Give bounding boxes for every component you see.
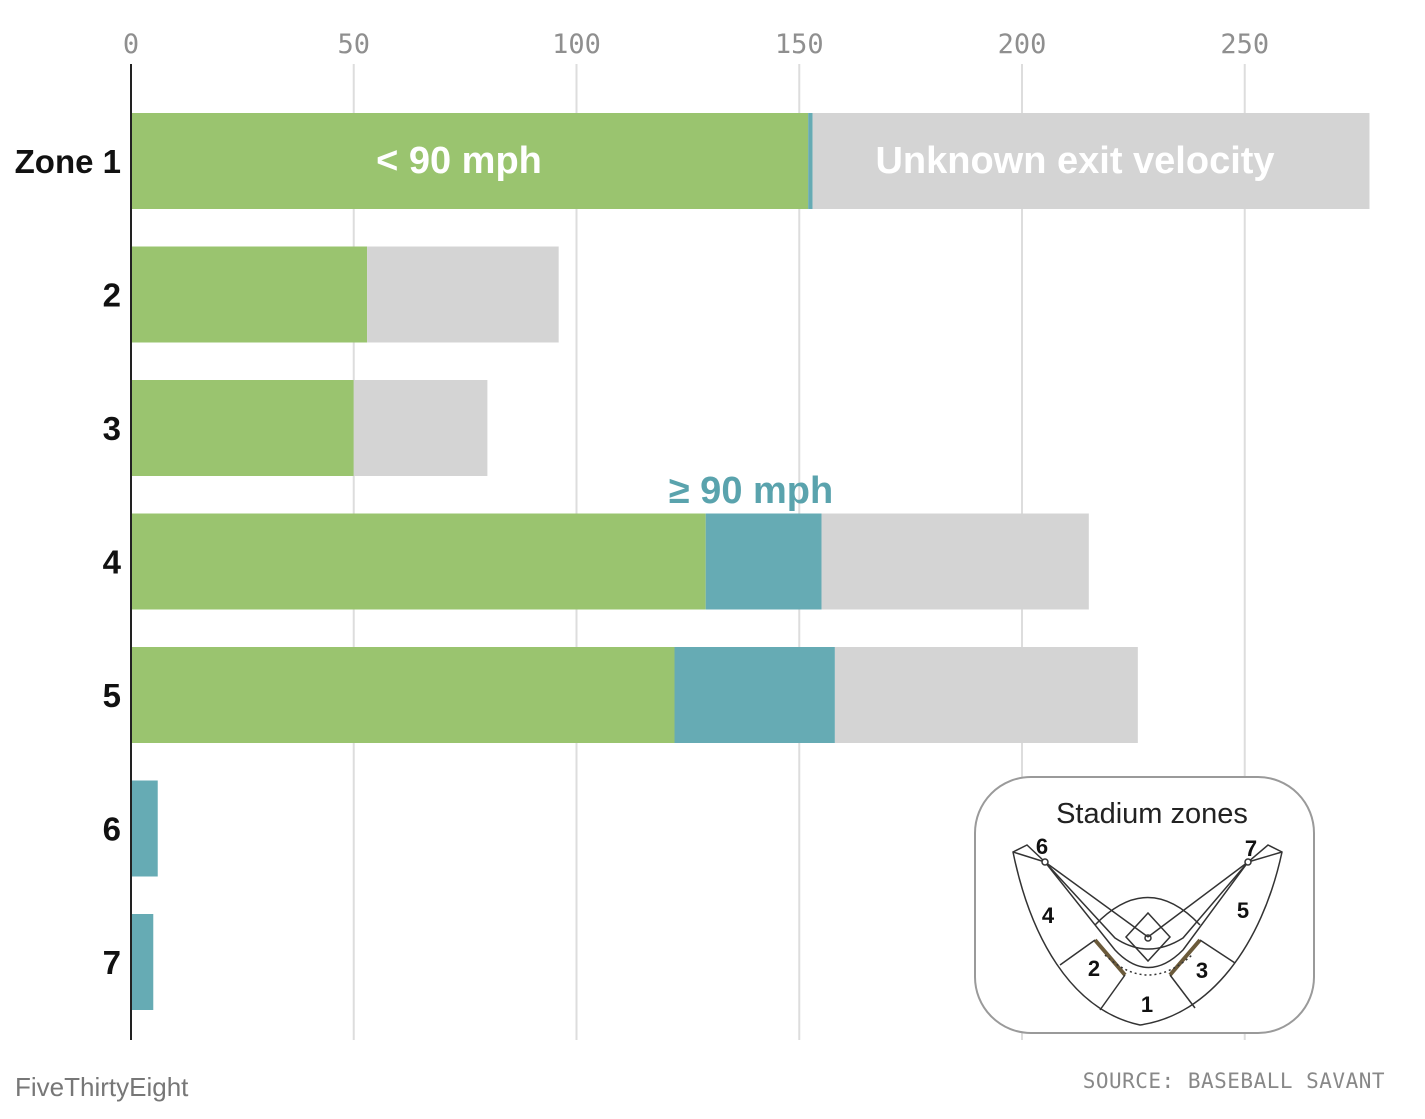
category-label: 5 <box>103 677 121 714</box>
bar-segment <box>367 246 559 343</box>
stadium-zones-inset: Stadium zones 6 7 4 5 2 3 1 <box>974 776 1315 1034</box>
inset-zone-6: 6 <box>1036 834 1048 859</box>
category-label: 4 <box>103 544 122 581</box>
bar-segment <box>131 246 368 343</box>
bar-segment <box>353 380 488 476</box>
x-tick-label: 150 <box>775 29 824 60</box>
stadium-diagram <box>1012 844 1283 1026</box>
x-tick-labels: 0 50 100 150 200 250 <box>123 29 1269 60</box>
foul-pole-left <box>1041 858 1049 866</box>
bar-segment <box>808 113 813 209</box>
foul-pole-right <box>1244 858 1252 866</box>
foul-line-left <box>1044 861 1149 938</box>
x-tick-label: 250 <box>1220 29 1269 60</box>
x-tick-label: 100 <box>552 29 601 60</box>
stands-inner-edge <box>1044 861 1249 969</box>
series-label-under-90: < 90 mph <box>376 140 542 182</box>
bar-segment <box>131 113 809 209</box>
brand-credit: FiveThirtyEight <box>15 1072 189 1102</box>
inset-zone-3: 3 <box>1196 958 1208 983</box>
series-label-unknown: Unknown exit velocity <box>875 140 1274 182</box>
category-label: 3 <box>103 410 121 447</box>
seating-dots <box>1104 954 1193 976</box>
inset-zone-5: 5 <box>1237 898 1249 923</box>
category-labels: Zone 1 2 3 4 5 6 7 <box>15 143 122 981</box>
stands-outer-outline <box>1012 844 1283 1026</box>
inset-zone-4: 4 <box>1042 903 1055 928</box>
category-label: 2 <box>103 277 121 314</box>
bar-segment <box>131 380 354 476</box>
bar-segment <box>834 647 1138 743</box>
bar-segment <box>131 780 158 877</box>
zone-divider-pole-right <box>1247 851 1283 863</box>
zone-divider-2 <box>1059 939 1096 966</box>
category-label: 7 <box>103 944 121 981</box>
x-tick-label: 50 <box>337 29 370 60</box>
x-tick-label: 0 <box>123 29 139 60</box>
x-tick-label: 200 <box>998 29 1047 60</box>
zone-divider-1b <box>1169 974 1196 1009</box>
inset-zone-2: 2 <box>1088 956 1100 981</box>
pitchers-mound <box>1144 934 1152 942</box>
dugout-left <box>1093 938 1127 977</box>
bar-segment <box>131 914 154 1010</box>
inset-zone-1: 1 <box>1141 992 1153 1017</box>
infield-diamond <box>1124 911 1172 963</box>
bar-segment <box>131 647 675 743</box>
bar-segment <box>131 513 706 610</box>
zone-divider-3 <box>1199 939 1236 964</box>
source-credit: SOURCE: BASEBALL SAVANT <box>1082 1069 1385 1093</box>
zone-divider-1a <box>1099 974 1126 1011</box>
foul-line-right <box>1147 861 1249 938</box>
inset-zone-7: 7 <box>1245 836 1257 861</box>
inset-title: Stadium zones <box>1056 798 1248 830</box>
dugout-right <box>1168 938 1202 977</box>
bar-segment <box>812 113 1370 209</box>
zone-divider-pole-left <box>1012 851 1046 863</box>
series-label-90-plus: ≥ 90 mph <box>669 470 833 512</box>
category-label: Zone 1 <box>15 143 121 180</box>
bar-segment <box>821 513 1089 610</box>
bars <box>131 113 1370 1010</box>
outfield-arc <box>1094 896 1201 926</box>
bar-segment <box>674 647 835 743</box>
category-label: 6 <box>103 811 121 848</box>
bar-segment <box>705 513 822 610</box>
